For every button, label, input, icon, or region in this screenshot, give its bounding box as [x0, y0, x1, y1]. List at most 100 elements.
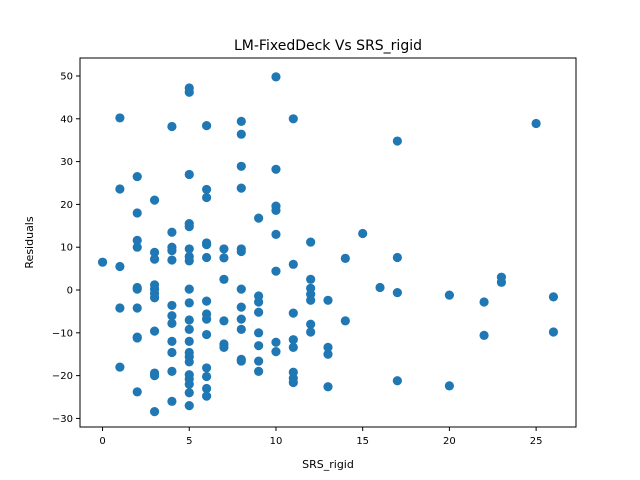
data-point	[184, 324, 194, 334]
data-point	[340, 316, 350, 326]
data-point	[254, 297, 264, 307]
data-point	[149, 195, 160, 205]
data-point	[236, 246, 246, 257]
data-point	[548, 327, 559, 337]
data-point	[340, 253, 350, 263]
data-point	[115, 113, 125, 123]
data-point	[167, 300, 177, 311]
data-point	[271, 164, 281, 174]
data-point	[219, 274, 229, 284]
data-point	[254, 307, 264, 317]
data-point	[392, 376, 402, 386]
data-point	[219, 244, 229, 254]
data-point	[184, 379, 194, 389]
data-point	[202, 383, 212, 394]
data-point	[115, 362, 125, 372]
data-point	[288, 114, 298, 124]
data-point	[323, 342, 333, 352]
y-axis-ticks: −30 −20 −10 0 10 20 30 40 50	[52, 71, 80, 425]
data-point	[236, 129, 246, 139]
data-point	[271, 229, 281, 239]
data-point	[236, 183, 246, 193]
data-point	[202, 252, 212, 263]
data-point	[149, 326, 160, 336]
data-point	[167, 347, 177, 358]
data-point	[236, 116, 246, 126]
data-point	[271, 266, 281, 276]
data-point	[184, 256, 194, 266]
data-point	[271, 72, 281, 82]
y-tick-label: 10	[60, 243, 73, 254]
data-point	[184, 336, 194, 346]
data-point	[306, 295, 316, 305]
data-point	[236, 324, 246, 334]
data-point	[254, 356, 264, 366]
data-point	[323, 295, 333, 305]
y-tick-label: −30	[52, 414, 73, 425]
x-tick-label: 15	[356, 436, 369, 447]
data-point	[444, 290, 454, 300]
x-tick-label: 20	[443, 436, 456, 447]
data-point	[132, 284, 142, 294]
data-point	[202, 329, 212, 340]
data-point	[167, 396, 177, 406]
data-point	[288, 308, 298, 318]
data-point	[306, 274, 316, 284]
data-point	[167, 255, 177, 265]
data-point	[167, 318, 177, 329]
data-point	[149, 293, 160, 303]
y-tick-label: −20	[52, 371, 73, 382]
data-point	[167, 336, 177, 346]
data-points	[97, 72, 559, 417]
data-point	[288, 342, 298, 352]
data-point	[288, 259, 298, 269]
data-point	[184, 298, 194, 308]
data-point	[548, 292, 559, 302]
data-point	[115, 261, 125, 272]
data-point	[97, 257, 108, 267]
x-axis-ticks: 0 5 10 15 20 25	[99, 427, 542, 447]
data-point	[149, 371, 160, 381]
data-point	[392, 252, 402, 263]
data-point	[254, 341, 264, 351]
data-point	[271, 347, 281, 357]
y-tick-label: 20	[60, 200, 73, 211]
data-point	[358, 228, 368, 239]
data-point	[167, 246, 177, 256]
data-point	[202, 240, 212, 250]
x-tick-label: 5	[186, 436, 192, 447]
x-tick-label: 25	[530, 436, 543, 447]
data-point	[115, 184, 125, 194]
data-point	[236, 302, 246, 312]
data-point	[202, 314, 212, 324]
plot-area	[79, 57, 577, 428]
x-tick-label: 0	[99, 436, 105, 447]
y-tick-label: 0	[67, 286, 73, 297]
data-point	[184, 401, 194, 411]
data-point	[184, 357, 194, 367]
data-point	[219, 342, 229, 352]
data-point	[392, 136, 402, 146]
y-tick-label: 30	[60, 157, 73, 168]
data-point	[149, 406, 160, 417]
y-axis-label: Residuals	[23, 216, 36, 268]
data-point	[149, 254, 160, 264]
data-point	[444, 381, 454, 391]
data-point	[202, 363, 212, 373]
data-point	[115, 303, 125, 313]
data-point	[202, 121, 212, 131]
data-point	[132, 242, 142, 252]
data-point	[236, 284, 246, 294]
data-point	[271, 205, 281, 215]
data-point	[184, 244, 194, 254]
data-point	[184, 222, 194, 232]
data-point	[184, 284, 194, 294]
data-point	[288, 335, 298, 345]
data-point	[236, 356, 246, 366]
x-tick-label: 10	[270, 436, 283, 447]
data-point	[219, 253, 229, 263]
data-point	[323, 349, 333, 359]
data-point	[496, 277, 507, 287]
y-tick-label: 50	[60, 71, 73, 82]
